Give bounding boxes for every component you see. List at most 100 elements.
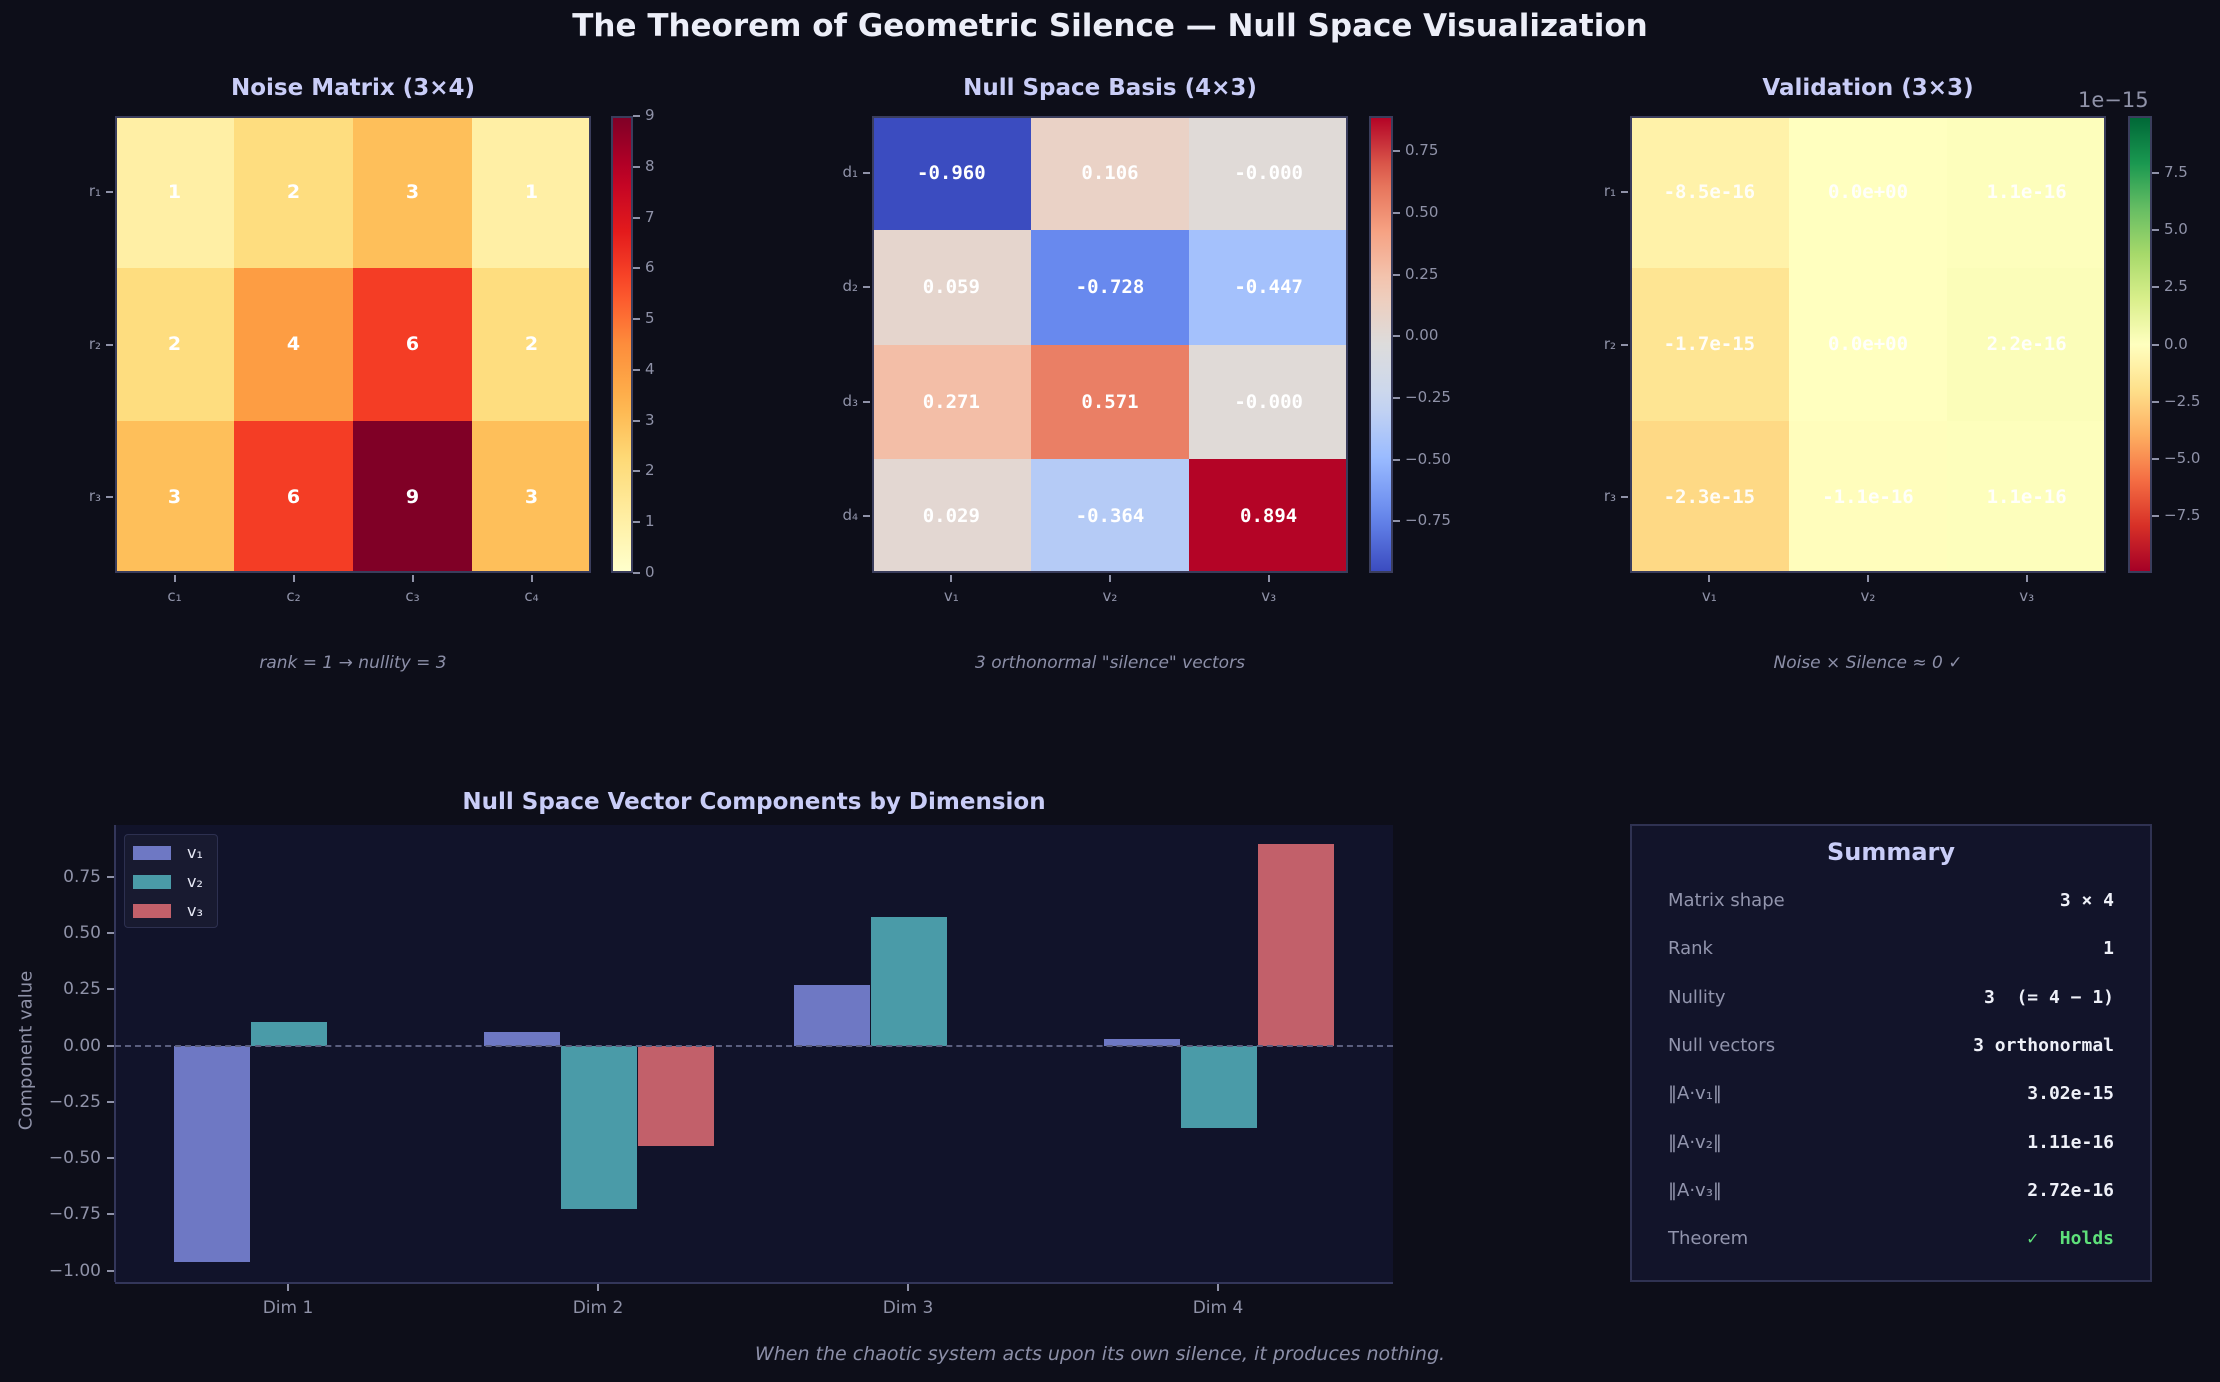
colorbar-tick-mark — [1393, 335, 1400, 338]
heatmap-cell: -0.447 — [1189, 230, 1348, 345]
heatmap-cell: 1.1e-16 — [1947, 420, 2106, 573]
summary-row-label: Theorem — [1668, 1228, 1749, 1250]
row-tick-mark — [863, 514, 870, 517]
heatmap-cell: 6 — [234, 420, 353, 573]
x-tick-label: Dim 1 — [262, 1298, 314, 1318]
null-space-basis-title: Null Space Basis (4×3) — [963, 75, 1257, 101]
col-tick-mark — [1109, 575, 1111, 582]
bar-plot-area — [115, 825, 1393, 1282]
legend-item: v₂ — [133, 872, 203, 891]
row-tick-mark — [106, 495, 113, 498]
col-label: v₃ — [2019, 587, 2035, 605]
bar-v2-dim2 — [560, 1045, 637, 1210]
bar-v1-dim1 — [173, 1045, 250, 1262]
colorbar-tick-mark — [2152, 343, 2159, 346]
heatmap-cell: -8.5e-16 — [1630, 116, 1789, 269]
row-tick-mark — [106, 191, 113, 194]
row-label: d₃ — [842, 391, 858, 410]
colorbar-tick-label: 5 — [645, 309, 655, 328]
colorbar-tick-mark — [1393, 150, 1400, 153]
heatmap-cell: 0.029 — [872, 458, 1031, 573]
validation-caption: Noise × Silence ≈ 0 ✓ — [1773, 653, 1963, 673]
y-tick-label: 0.50 — [63, 923, 101, 944]
heatmap-cell: 1 — [472, 116, 591, 269]
heatmap-cell: 0.571 — [1030, 344, 1190, 459]
legend-label: v₃ — [187, 901, 203, 920]
summary-row-label: Nullity — [1668, 986, 1726, 1008]
colorbar-tick-mark — [1393, 520, 1400, 523]
colorbar-tick-label: −7.5 — [2164, 505, 2201, 524]
heatmap-cell: 3 — [115, 420, 234, 573]
validation-title: Validation (3×3) — [1762, 75, 1974, 101]
row-label: r₂ — [88, 334, 101, 353]
y-tick-mark — [107, 1157, 114, 1160]
colorbar-tick-label: 0.00 — [1405, 326, 1439, 345]
colorbar-tick-mark — [633, 318, 640, 321]
x-tick-label: Dim 2 — [572, 1298, 624, 1318]
heatmap-cell: -2.3e-15 — [1630, 420, 1789, 573]
main-title: The Theorem of Geometric Silence — Null … — [572, 8, 1648, 44]
summary-title: Summary — [1826, 838, 1956, 866]
colorbar-tick-mark — [1393, 273, 1400, 276]
bar-chart-title: Null Space Vector Components by Dimensio… — [462, 789, 1046, 815]
legend-swatch — [133, 845, 171, 860]
row-label: d₄ — [842, 505, 858, 524]
colorbar-tick-mark — [633, 521, 640, 524]
heatmap-cell: 2.2e-16 — [1947, 268, 2106, 421]
row-tick-mark — [1621, 343, 1628, 346]
heatmap-cell: 0.894 — [1189, 458, 1348, 573]
x-tick-mark — [287, 1284, 289, 1291]
heatmap-cell: 0.0e+00 — [1788, 116, 1948, 269]
y-tick-label: 0.00 — [63, 1035, 101, 1056]
x-tick-mark — [597, 1284, 599, 1291]
colorbar-tick-label: 7.5 — [2164, 163, 2188, 182]
y-tick-mark — [107, 932, 114, 935]
colorbar-tick-mark — [2152, 172, 2159, 175]
noise-matrix-colorbar — [611, 116, 633, 573]
zero-line — [115, 1044, 1393, 1047]
colorbar-tick-mark — [2152, 457, 2159, 460]
y-tick-mark — [107, 988, 114, 991]
col-label: c₃ — [405, 587, 420, 605]
noise-matrix-title: Noise Matrix (3×4) — [230, 75, 475, 101]
colorbar-tick-label: 3 — [645, 410, 655, 429]
colorbar-tick-label: 2 — [645, 461, 655, 480]
col-tick-mark — [1267, 575, 1270, 582]
legend-item: v₁ — [133, 843, 203, 862]
row-label: r₁ — [1603, 182, 1616, 201]
col-tick-mark — [2025, 575, 2028, 582]
summary-row-value: 3 orthonormal — [1973, 1034, 2114, 1056]
y-tick-label: −0.75 — [48, 1204, 101, 1225]
heatmap-cell: 3 — [472, 420, 591, 573]
y-tick-label: −1.00 — [48, 1260, 101, 1281]
colorbar-tick-label: 2.5 — [2164, 277, 2188, 296]
y-axis-spine — [114, 825, 116, 1282]
row-label: d₂ — [842, 277, 858, 296]
colorbar-tick-label: 0.0 — [2164, 334, 2188, 353]
legend-label: v₁ — [187, 843, 203, 862]
heatmap-cell: -0.728 — [1030, 230, 1190, 345]
noise-matrix-caption: rank = 1 → nullity = 3 — [259, 653, 447, 673]
col-tick-mark — [530, 575, 533, 582]
colorbar-tick-label: 4 — [645, 359, 655, 378]
x-tick-mark — [1217, 1284, 1219, 1291]
heatmap-cell: -0.000 — [1189, 116, 1348, 231]
summary-panel: Summary Matrix shape 3 × 4 Rank 1 Nullity 3 (… — [1630, 824, 2152, 1282]
row-tick-mark — [863, 400, 870, 403]
colorbar-tick-label: −2.5 — [2164, 391, 2201, 410]
colorbar-tick-label: 5.0 — [2164, 220, 2188, 239]
validation-colorbar — [2128, 116, 2152, 573]
colorbar-tick-label: −0.75 — [1405, 511, 1451, 530]
colorbar-tick-mark — [633, 470, 640, 473]
heatmap-cell: 1.1e-16 — [1947, 116, 2106, 269]
summary-row-label: Rank — [1668, 938, 1713, 960]
x-tick-label: Dim 3 — [882, 1298, 934, 1318]
y-tick-mark — [107, 875, 114, 878]
footer-caption: When the chaotic system acts upon its ow… — [754, 1343, 1446, 1365]
colorbar-tick-mark — [633, 165, 640, 168]
y-tick-label: −0.25 — [48, 1091, 101, 1112]
colorbar-tick-label: 8 — [645, 156, 655, 175]
heatmap-cell: 1 — [115, 116, 234, 269]
colorbar-tick-mark — [2152, 286, 2159, 289]
heatmap-cell: 0.059 — [872, 230, 1031, 345]
